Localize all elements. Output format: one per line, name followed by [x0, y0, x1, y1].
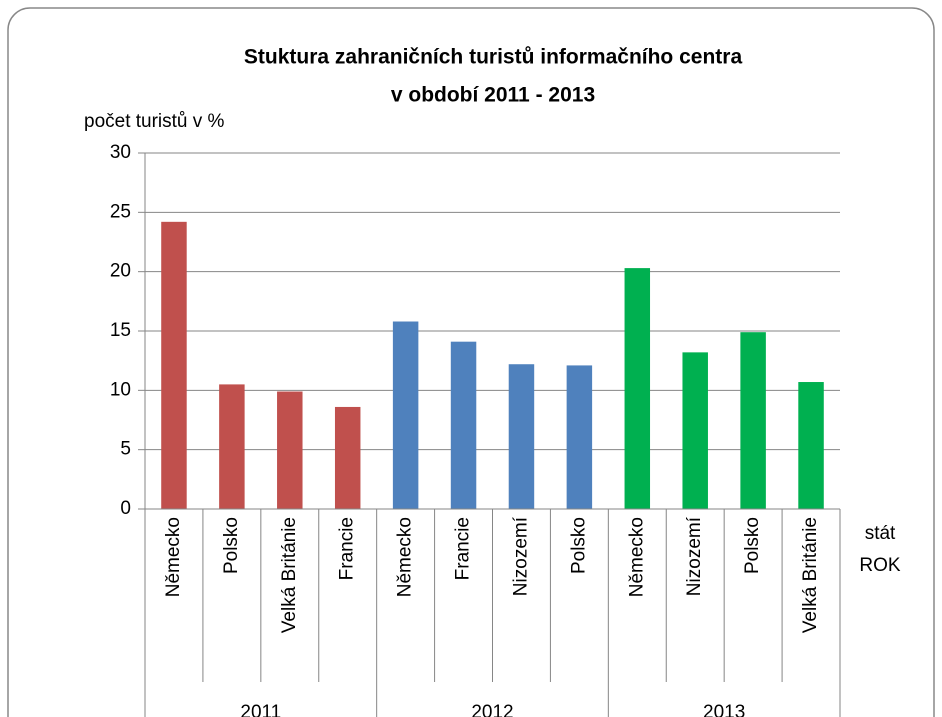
- y-tick-label: 10: [110, 379, 131, 400]
- bar: [566, 365, 593, 509]
- x-tick-label: Německo: [163, 517, 184, 597]
- x-tick-label: Německo: [395, 517, 416, 597]
- group-label: 2013: [703, 702, 745, 717]
- x-tick-label: Francie: [337, 517, 358, 580]
- x-tick-label: Francie: [453, 517, 474, 580]
- y-tick-label: 5: [120, 439, 131, 460]
- x-tick-label: Německo: [626, 517, 647, 597]
- x-axis-label: stát: [865, 523, 896, 544]
- x-tick-label: Velká Británie: [279, 517, 300, 633]
- x-tick-label: Nizozemí: [510, 516, 531, 596]
- y-tick-label: 20: [110, 261, 131, 282]
- bar: [450, 341, 477, 509]
- y-tick-label: 25: [110, 201, 131, 222]
- bar: [508, 364, 535, 509]
- x-tick-label: Polsko: [221, 517, 242, 574]
- chart-title: Stuktura zahraničních turistů informační…: [244, 46, 743, 69]
- x-tick-label: Polsko: [742, 517, 763, 574]
- group-label: 2012: [471, 702, 513, 717]
- x-axis-label: ROK: [859, 555, 901, 576]
- chart-title: v období 2011 - 2013: [391, 84, 595, 107]
- bar: [392, 321, 419, 509]
- bar: [740, 332, 766, 509]
- bar: [334, 406, 361, 509]
- y-axis-label: počet turistů v %: [84, 111, 225, 132]
- x-tick-label: Polsko: [568, 517, 589, 574]
- y-tick-label: 15: [110, 320, 131, 341]
- y-tick-label: 30: [110, 142, 131, 163]
- bar: [277, 391, 303, 509]
- group-label: 2011: [240, 702, 281, 717]
- x-tick-label: Velká Británie: [800, 517, 821, 633]
- bar: [682, 352, 708, 509]
- bar: [798, 382, 824, 509]
- bar: [161, 221, 187, 509]
- bar: [624, 268, 651, 509]
- bar: [219, 384, 245, 509]
- y-tick-label: 0: [120, 498, 131, 519]
- x-tick-label: Nizozemí: [684, 516, 705, 596]
